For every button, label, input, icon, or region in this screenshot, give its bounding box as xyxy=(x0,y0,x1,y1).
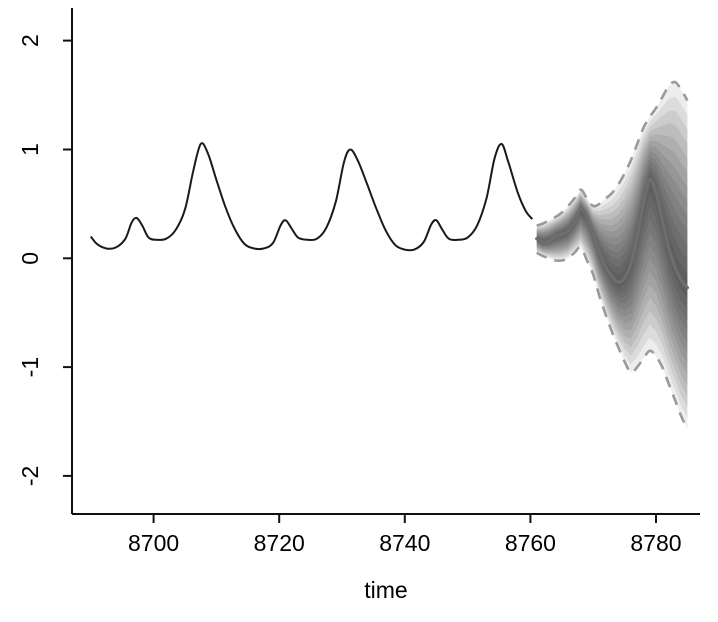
fan-band xyxy=(536,123,688,397)
x-axis-title: time xyxy=(364,577,407,603)
x-tick-label: 8780 xyxy=(630,530,681,556)
forecast-density-fan xyxy=(536,82,688,430)
observed-series-line xyxy=(90,142,534,252)
fan-band xyxy=(536,110,688,408)
series-lines xyxy=(90,80,689,430)
axis-labels: 8700 8720 8740 8760 8780 -2 -1 0 1 2 time xyxy=(17,34,682,603)
forecast-lower-bound-line xyxy=(536,245,689,430)
fan-band xyxy=(536,160,688,332)
y-tick-label: -1 xyxy=(17,357,43,377)
fan-band xyxy=(536,155,688,343)
y-tick-label: -2 xyxy=(17,466,43,486)
fan-band xyxy=(536,170,688,310)
fan-band xyxy=(536,134,688,386)
fan-band xyxy=(536,140,688,375)
fan-band xyxy=(536,150,688,353)
y-tick-label: 0 xyxy=(17,252,43,265)
fan-band xyxy=(536,145,688,364)
y-tick-label: 2 xyxy=(17,34,43,47)
fan-band xyxy=(536,165,688,321)
fan-band xyxy=(536,82,688,430)
fan-band xyxy=(536,175,688,299)
x-tick-label: 8720 xyxy=(254,530,305,556)
fan-band xyxy=(536,96,688,419)
y-tick-label: 1 xyxy=(17,143,43,156)
x-tick-label: 8760 xyxy=(505,530,556,556)
forecast-mean-line xyxy=(535,178,689,290)
x-tick-label: 8740 xyxy=(379,530,430,556)
forecast-upper-bound-line xyxy=(536,80,689,227)
x-tick-label: 8700 xyxy=(128,530,179,556)
axes xyxy=(63,8,700,523)
